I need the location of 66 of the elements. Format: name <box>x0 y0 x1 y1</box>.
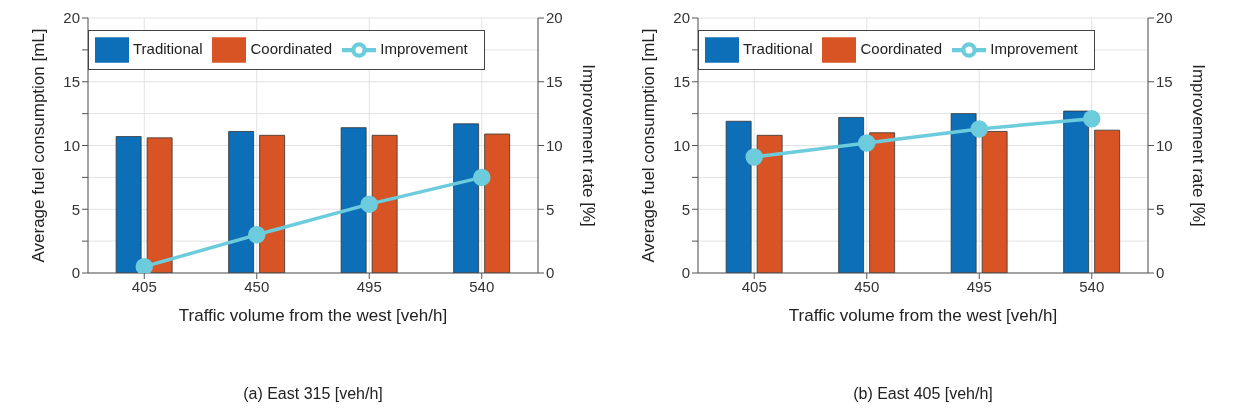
y2-tick-label: 15 <box>1156 73 1173 91</box>
x-tick-label: 495 <box>966 277 992 295</box>
y-tick-label: 10 <box>673 136 690 154</box>
y2-tick-label: 20 <box>1156 9 1173 27</box>
text: (b) East 405 [veh/h] <box>852 385 994 403</box>
bar <box>869 132 896 273</box>
x-tick-label: 495 <box>356 277 382 295</box>
bar <box>950 113 977 273</box>
bar <box>484 133 511 273</box>
point <box>248 226 266 244</box>
y2-axis-title: Improvement rate [%] <box>578 64 598 227</box>
y-axis-title: Average fuel consumption [mL] <box>638 28 658 263</box>
bar <box>838 117 865 273</box>
y-tick-label: 20 <box>63 9 80 27</box>
bar <box>725 120 752 273</box>
x-tick-label: 405 <box>131 277 157 295</box>
x-tick-label: 405 <box>741 277 767 295</box>
y2-tick-label: 10 <box>546 136 563 154</box>
y2-axis-title: Improvement rate [%] <box>1188 64 1208 227</box>
x-axis-title: Traffic volume from the west [veh/h] <box>788 306 1058 325</box>
y2-tick-label: 10 <box>1156 136 1173 154</box>
bar <box>981 131 1008 273</box>
y2-tick-label: 0 <box>1156 264 1165 282</box>
y-tick-label: 10 <box>63 136 80 154</box>
point <box>135 257 153 273</box>
text: (a) East 315 [veh/h] <box>242 385 384 403</box>
legend-label: Coordinated <box>250 39 333 57</box>
x-tick-label: 450 <box>244 277 270 295</box>
y-tick-label: 5 <box>681 200 690 218</box>
bar <box>1063 110 1090 273</box>
y-tick-label: 0 <box>681 264 690 282</box>
legend-label: Coordinated <box>860 39 943 57</box>
y2-tick-label: 5 <box>546 200 555 218</box>
point <box>1083 109 1101 128</box>
legend-label: Traditional <box>133 39 203 57</box>
y2-tick-label: 20 <box>546 9 563 27</box>
x-tick-label: 450 <box>854 277 880 295</box>
x-axis-title: Traffic volume from the west [veh/h] <box>178 306 448 325</box>
bar <box>259 134 286 273</box>
bar <box>146 137 173 273</box>
point <box>858 134 876 152</box>
point <box>970 120 988 138</box>
bar <box>756 134 783 273</box>
legend-label: Improvement <box>990 39 1078 57</box>
legend-label: Traditional <box>743 39 813 57</box>
legend-label: Improvement <box>380 39 468 57</box>
bar <box>1094 129 1121 273</box>
y2-tick-label: 5 <box>1156 200 1165 218</box>
bar <box>453 123 480 273</box>
y-tick-label: 0 <box>71 264 80 282</box>
point <box>360 195 378 213</box>
y-tick-label: 5 <box>71 200 80 218</box>
y-tick-label: 20 <box>673 9 690 27</box>
bar <box>340 127 367 273</box>
y2-tick-label: 0 <box>546 264 555 282</box>
point <box>745 148 763 166</box>
bar <box>371 134 398 273</box>
bar <box>115 136 142 273</box>
y2-tick-label: 15 <box>546 73 563 91</box>
y-tick-label: 15 <box>63 73 80 91</box>
y-tick-label: 15 <box>673 73 690 91</box>
y-axis-title: Average fuel consumption [mL] <box>28 28 48 263</box>
x-tick-label: 540 <box>469 277 495 295</box>
point <box>473 168 491 187</box>
bar <box>228 131 255 273</box>
x-tick-label: 540 <box>1079 277 1105 295</box>
